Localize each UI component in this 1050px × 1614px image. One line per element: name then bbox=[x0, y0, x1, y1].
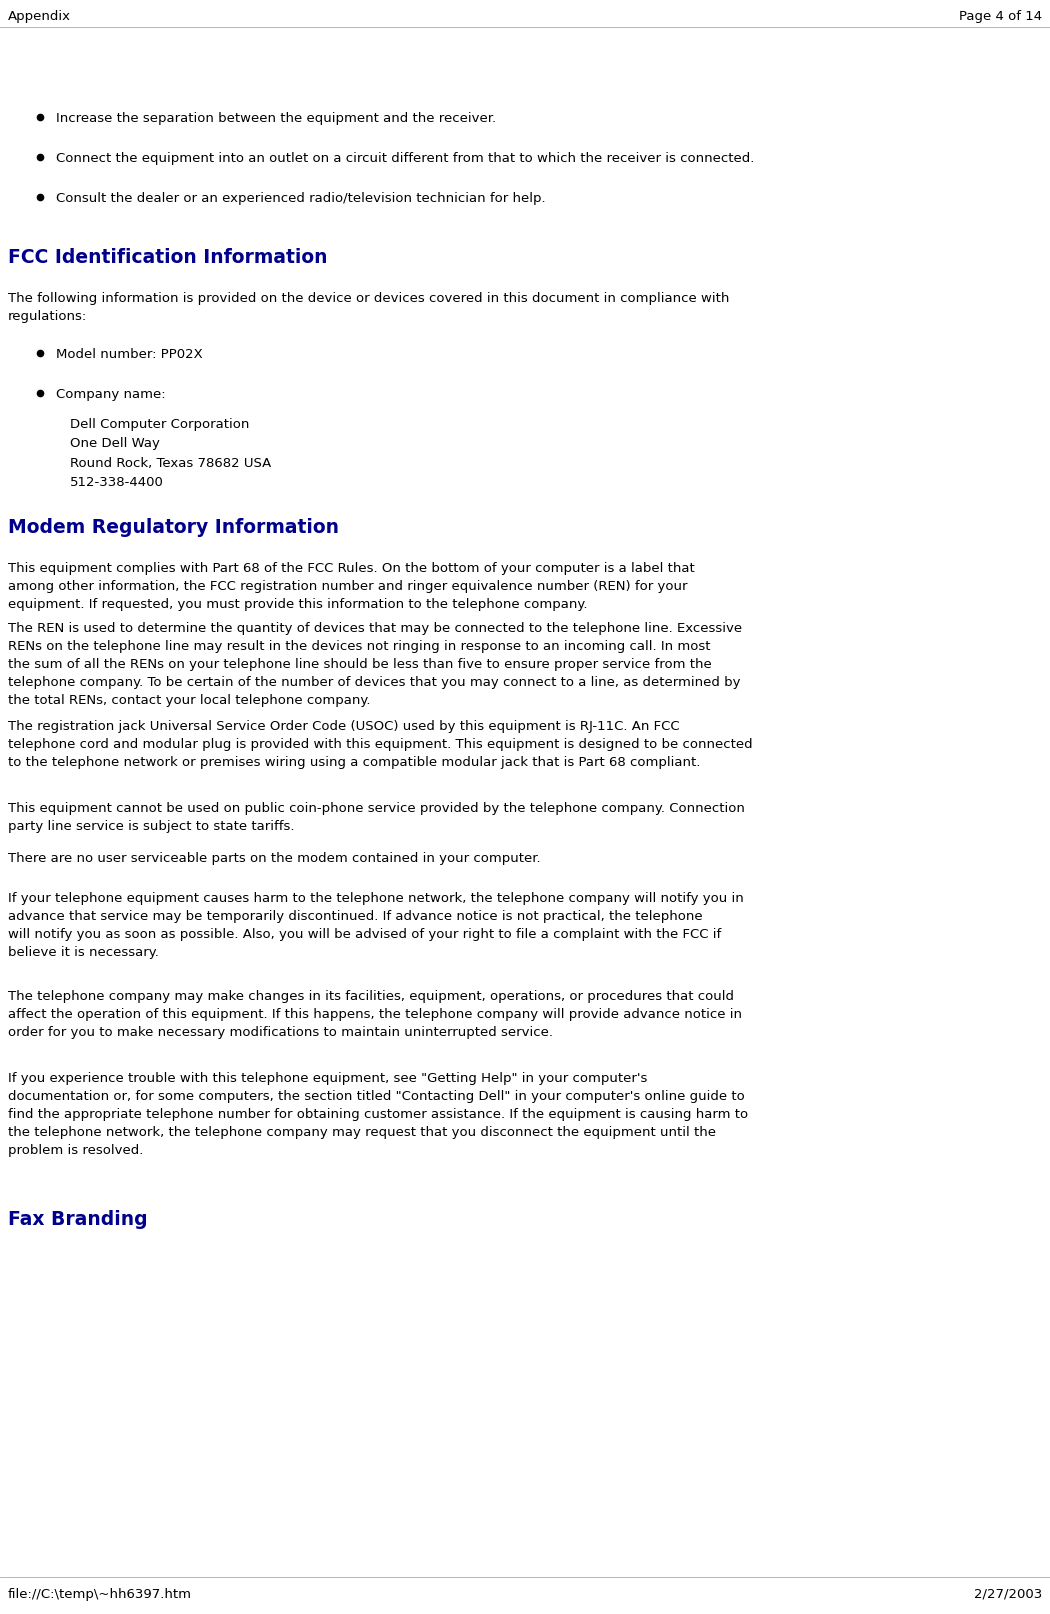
Text: Consult the dealer or an experienced radio/television technician for help.: Consult the dealer or an experienced rad… bbox=[56, 192, 546, 205]
Text: 2/27/2003: 2/27/2003 bbox=[973, 1587, 1042, 1599]
Text: FCC Identification Information: FCC Identification Information bbox=[8, 249, 328, 266]
Text: Fax Branding: Fax Branding bbox=[8, 1209, 148, 1228]
Text: This equipment cannot be used on public coin-phone service provided by the telep: This equipment cannot be used on public … bbox=[8, 802, 744, 833]
Text: The REN is used to determine the quantity of devices that may be connected to th: The REN is used to determine the quantit… bbox=[8, 621, 742, 707]
Text: Company name:: Company name: bbox=[56, 387, 166, 400]
Text: The following information is provided on the device or devices covered in this d: The following information is provided on… bbox=[8, 292, 730, 323]
Text: file://C:\temp\~hh6397.htm: file://C:\temp\~hh6397.htm bbox=[8, 1587, 192, 1599]
Text: If you experience trouble with this telephone equipment, see "Getting Help" in y: If you experience trouble with this tele… bbox=[8, 1072, 748, 1156]
Text: If your telephone equipment causes harm to the telephone network, the telephone : If your telephone equipment causes harm … bbox=[8, 891, 743, 959]
Text: Appendix: Appendix bbox=[8, 10, 71, 23]
Text: Increase the separation between the equipment and the receiver.: Increase the separation between the equi… bbox=[56, 111, 496, 124]
Text: Model number: PP02X: Model number: PP02X bbox=[56, 347, 203, 362]
Text: This equipment complies with Part 68 of the FCC Rules. On the bottom of your com: This equipment complies with Part 68 of … bbox=[8, 562, 695, 610]
Text: The registration jack Universal Service Order Code (USOC) used by this equipment: The registration jack Universal Service … bbox=[8, 720, 753, 768]
Text: Dell Computer Corporation
One Dell Way
Round Rock, Texas 78682 USA
512-338-4400: Dell Computer Corporation One Dell Way R… bbox=[70, 418, 271, 489]
Text: Page 4 of 14: Page 4 of 14 bbox=[959, 10, 1042, 23]
Text: There are no user serviceable parts on the modem contained in your computer.: There are no user serviceable parts on t… bbox=[8, 852, 541, 865]
Text: Modem Regulatory Information: Modem Regulatory Information bbox=[8, 518, 339, 537]
Text: The telephone company may make changes in its facilities, equipment, operations,: The telephone company may make changes i… bbox=[8, 989, 742, 1038]
Text: Connect the equipment into an outlet on a circuit different from that to which t: Connect the equipment into an outlet on … bbox=[56, 152, 754, 165]
